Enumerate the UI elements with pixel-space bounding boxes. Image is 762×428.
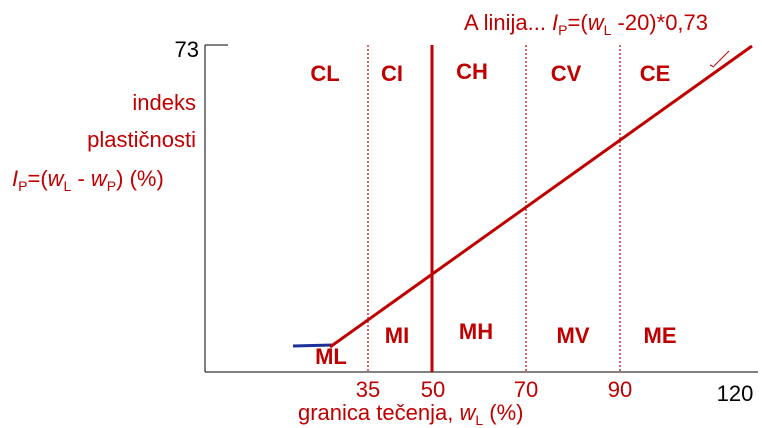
y-tick-73: 73	[175, 37, 199, 62]
yf-sub-p2: P	[107, 178, 116, 194]
x-tick-50: 50	[421, 377, 445, 402]
y-label-formula: IP=(wL - wP) (%)	[12, 166, 164, 194]
x-axis-label: granica tečenja, wL (%)	[298, 400, 523, 428]
y-label-line1: indeks	[132, 90, 196, 115]
zone-ci: CI	[381, 61, 403, 86]
yf-sub-l: L	[64, 178, 72, 194]
formula-prefix: A linija...	[464, 10, 552, 35]
formula-tail: -20)*0,73	[611, 10, 708, 35]
x-tick-90: 90	[608, 377, 632, 402]
formula-sub-p: P	[558, 22, 567, 38]
ml-blue-segment	[292, 343, 334, 348]
a-line-pointer	[713, 50, 730, 67]
yf-w1: w	[48, 166, 66, 191]
x-label-tail: (%)	[483, 400, 523, 425]
yf-i: I	[12, 166, 18, 191]
zone-ml: ML	[315, 344, 347, 369]
zone-me: ME	[644, 323, 677, 348]
zone-cv: CV	[551, 61, 582, 86]
yf-eq: =(	[27, 166, 48, 191]
x-label-text: granica tečenja,	[298, 400, 459, 425]
zone-ce: CE	[640, 61, 671, 86]
x-tick-35: 35	[356, 377, 380, 402]
yf-w2: w	[91, 166, 109, 191]
yf-minus: -	[71, 166, 91, 191]
formula-sub-l: L	[604, 22, 612, 38]
formula-eq: =(	[568, 10, 589, 35]
yf-sub-p: P	[18, 178, 27, 194]
zone-ch: CH	[456, 59, 488, 84]
zone-mh: MH	[459, 319, 493, 344]
zone-cl: CL	[310, 61, 339, 86]
a-line-pointer-tip	[709, 64, 715, 68]
a-line	[329, 44, 753, 349]
formula-i: I	[552, 10, 558, 35]
x-label-sub-l: L	[475, 412, 483, 428]
zone-mv: MV	[557, 323, 590, 348]
a-line-formula: A linija... IP=(wL -20)*0,73	[464, 10, 708, 38]
x-label-w: w	[459, 400, 477, 425]
y-label-line2: plastičnosti	[87, 127, 196, 152]
formula-w: w	[588, 10, 606, 35]
zone-mi: MI	[385, 323, 409, 348]
x-tick-120: 120	[717, 381, 754, 406]
x-tick-70: 70	[514, 377, 538, 402]
yf-tail: ) (%)	[116, 166, 164, 191]
